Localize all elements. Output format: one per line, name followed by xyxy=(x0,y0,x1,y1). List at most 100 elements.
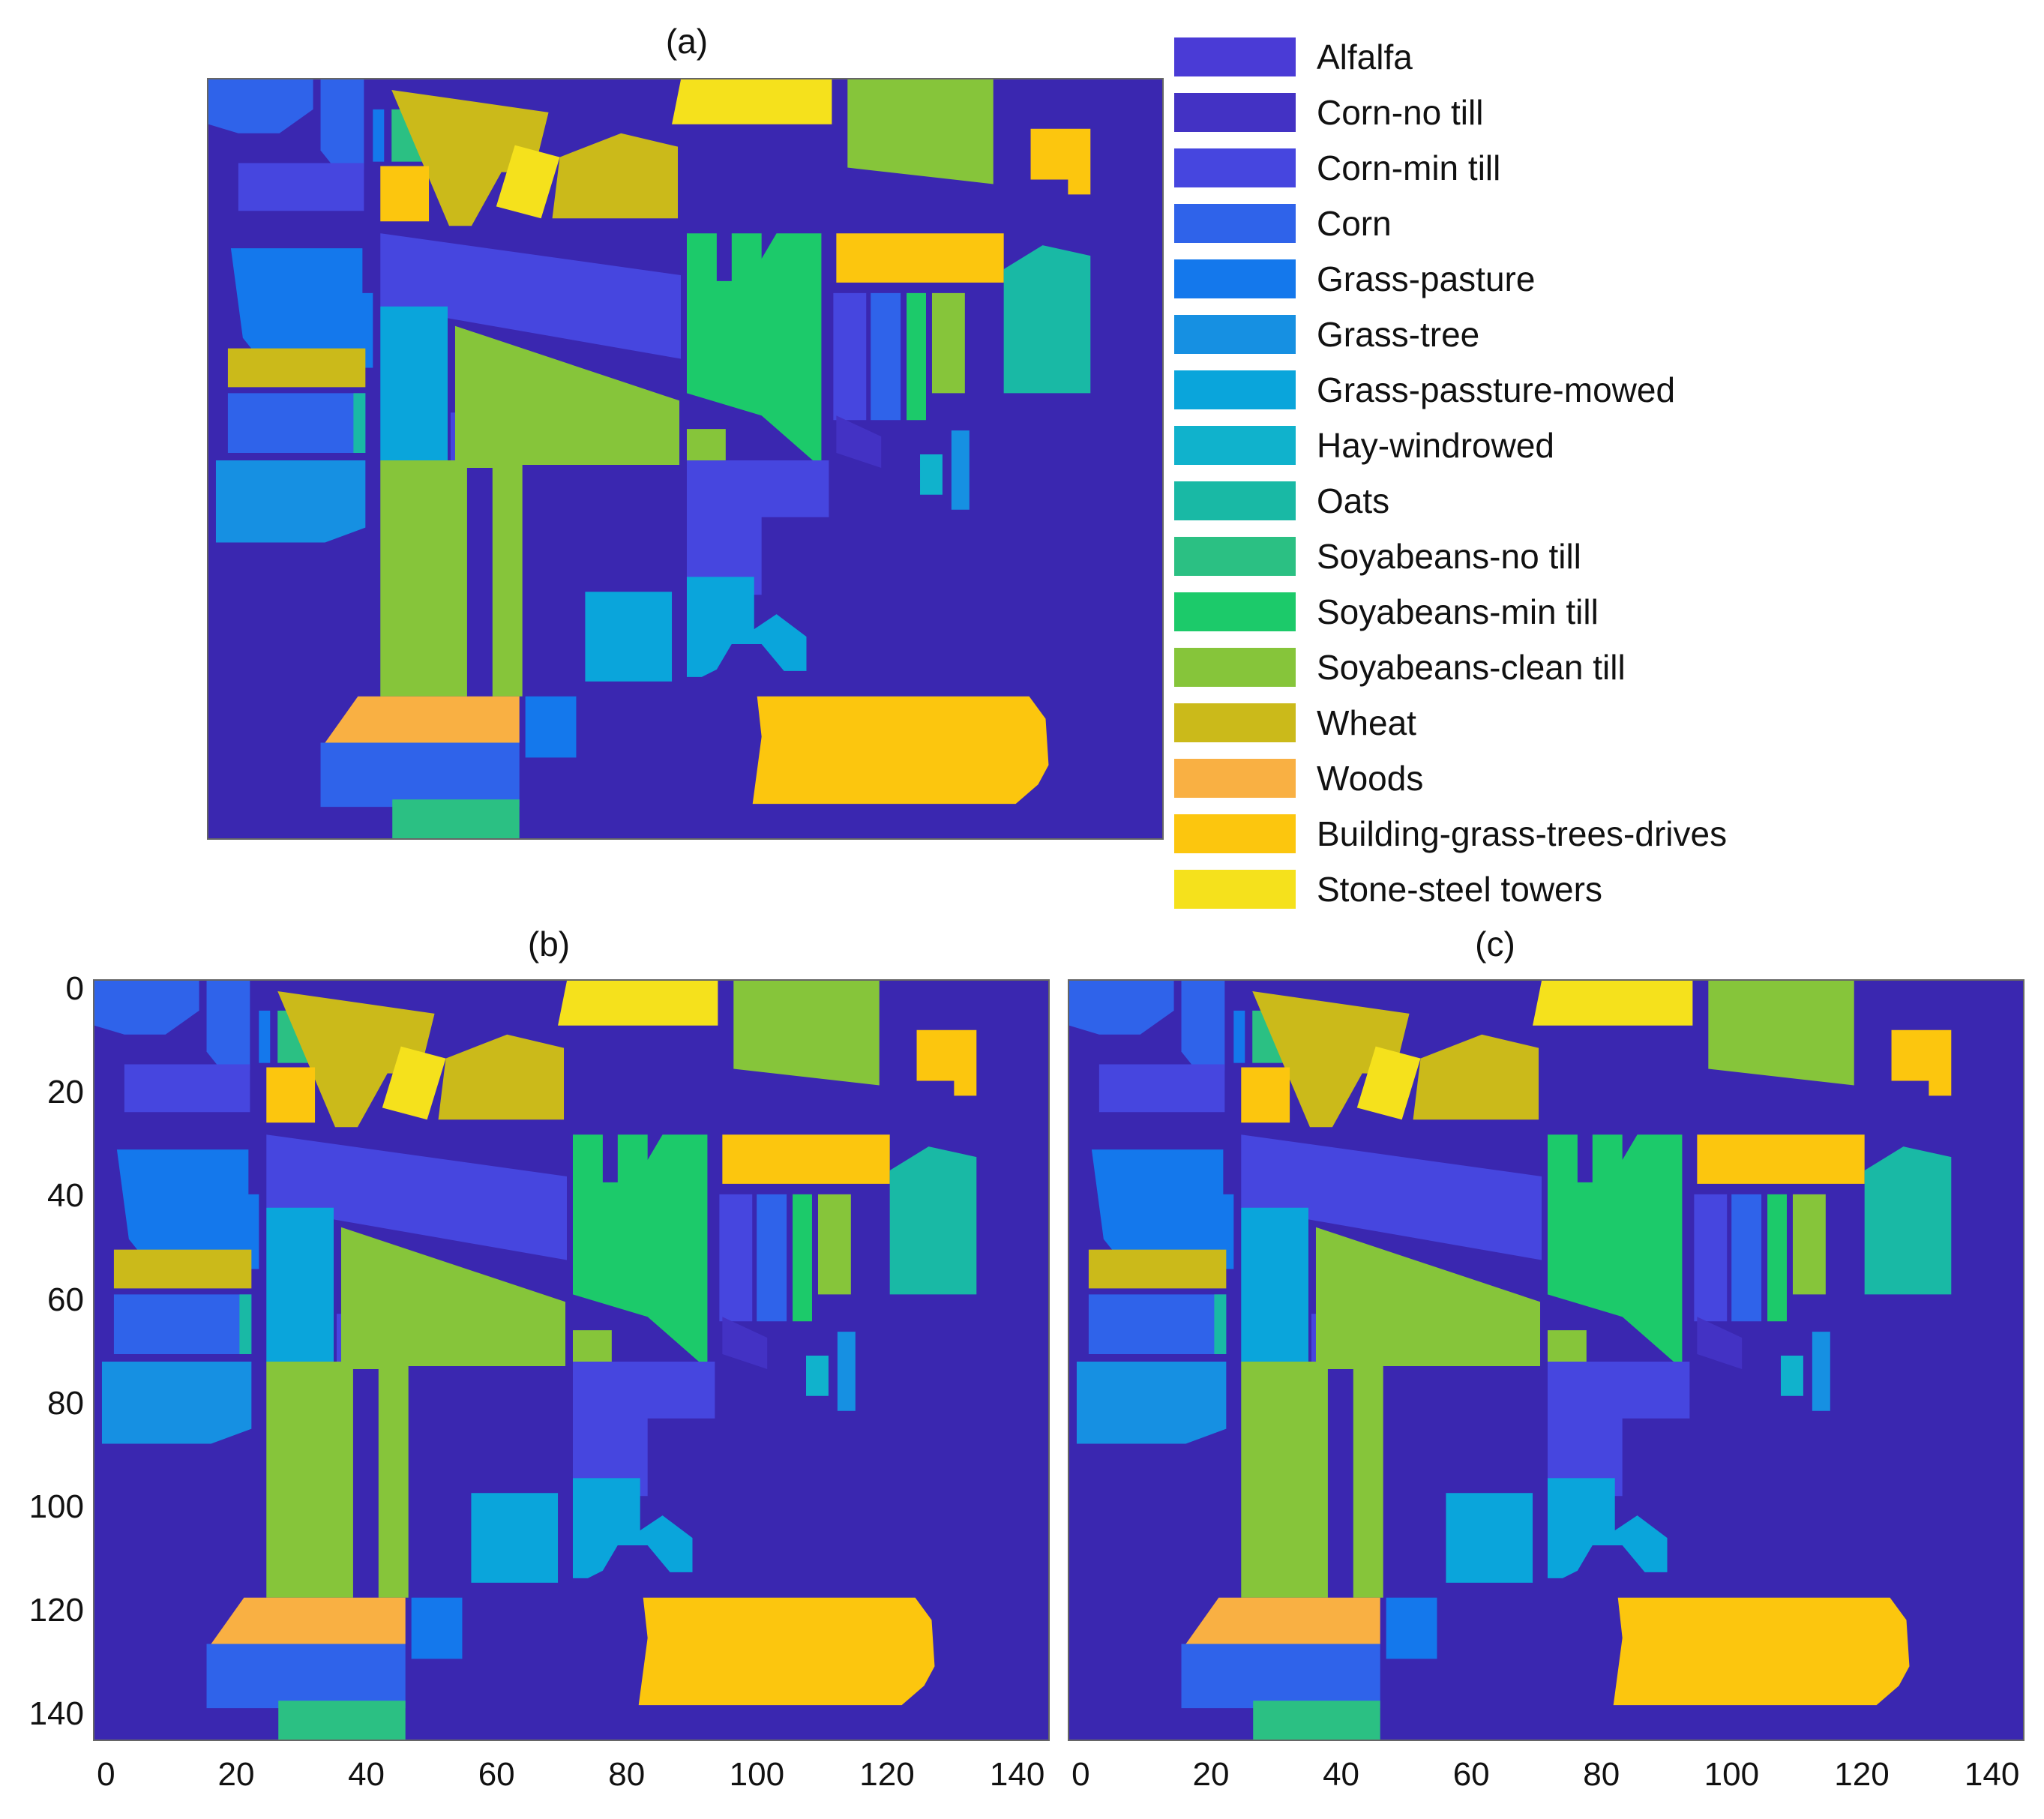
field-region xyxy=(215,460,366,543)
field-region xyxy=(1003,245,1091,394)
field-region xyxy=(1812,1332,1830,1411)
field-region xyxy=(889,1146,977,1295)
field-region xyxy=(722,1134,890,1184)
field-region xyxy=(266,1067,316,1123)
field-region xyxy=(1091,1149,1234,1269)
field-region xyxy=(572,1478,693,1578)
field-region xyxy=(733,981,880,1086)
field-region xyxy=(847,79,994,184)
classification-map-c xyxy=(1069,981,2023,1740)
x-tick-label: 0 xyxy=(97,1756,115,1793)
x-tick-label: 40 xyxy=(348,1756,385,1793)
field-region xyxy=(572,1330,612,1362)
legend-swatch xyxy=(1174,870,1296,909)
field-region xyxy=(833,292,867,421)
legend-label: Grass-passture-mowed xyxy=(1317,370,1676,409)
field-region xyxy=(1088,1249,1227,1289)
field-region xyxy=(1547,1361,1690,1497)
field-region xyxy=(752,696,1049,805)
field-region xyxy=(558,981,718,1026)
legend-swatch xyxy=(1174,370,1296,409)
field-region xyxy=(1547,1330,1587,1362)
legend-swatch xyxy=(1174,37,1296,76)
field-region xyxy=(719,1194,753,1322)
legend-label: Alfalfa xyxy=(1317,37,1413,76)
x-tick-label: 140 xyxy=(989,1756,1045,1793)
legend-label: Corn-min till xyxy=(1317,148,1501,187)
y-tick-label: 100 xyxy=(28,1488,84,1525)
field-region xyxy=(208,79,313,133)
field-region xyxy=(1792,1194,1826,1295)
field-region xyxy=(1767,1194,1787,1322)
field-region xyxy=(1241,1227,1541,1598)
x-tick-label: 20 xyxy=(1192,1756,1230,1793)
field-region xyxy=(239,1294,252,1355)
field-region xyxy=(1069,981,1174,1035)
field-region xyxy=(380,166,430,222)
y-tick-label: 140 xyxy=(28,1695,84,1733)
field-region xyxy=(238,163,364,211)
field-region xyxy=(686,460,829,595)
field-region xyxy=(411,1597,463,1659)
field-region xyxy=(94,981,199,1035)
y-tick-label: 40 xyxy=(47,1177,84,1215)
field-region xyxy=(1533,981,1693,1026)
legend-label: Building-grass-trees-drives xyxy=(1317,814,1728,853)
legend-swatch xyxy=(1174,259,1296,298)
x-tick-label: 100 xyxy=(1704,1756,1760,1793)
field-region xyxy=(259,1010,271,1063)
field-region xyxy=(496,145,560,219)
field-region xyxy=(211,1597,406,1644)
field-region xyxy=(638,1597,935,1706)
field-region xyxy=(380,325,680,697)
field-region xyxy=(907,292,926,421)
panel-c-title: (c) xyxy=(1475,924,1515,963)
field-region xyxy=(1731,1194,1762,1322)
panel-a-map xyxy=(207,78,1164,840)
field-region xyxy=(1253,1701,1380,1740)
field-region xyxy=(1781,1356,1803,1396)
legend-swatch xyxy=(1174,204,1296,243)
x-tick-label: 120 xyxy=(1834,1756,1890,1793)
field-region xyxy=(1241,1134,1542,1260)
legend-label: Wheat xyxy=(1317,703,1416,742)
field-region xyxy=(572,1134,708,1369)
field-region xyxy=(1181,1644,1380,1709)
classification-map-b xyxy=(94,981,1048,1740)
field-region xyxy=(757,1194,787,1322)
field-region xyxy=(672,79,832,124)
field-region xyxy=(1214,1294,1227,1355)
field-region xyxy=(793,1194,812,1322)
field-region xyxy=(1181,981,1225,1071)
x-tick-label: 140 xyxy=(1964,1756,2020,1793)
legend-label: Hay-windrowed xyxy=(1317,426,1555,465)
field-region xyxy=(951,430,970,510)
x-tick-label: 0 xyxy=(1071,1756,1090,1793)
field-region xyxy=(836,233,1004,283)
field-region xyxy=(1446,1493,1533,1583)
field-region xyxy=(1547,1134,1683,1369)
field-region xyxy=(1697,1317,1743,1369)
field-region xyxy=(585,592,673,682)
x-tick-label: 100 xyxy=(729,1756,785,1793)
legend-label: Grass-pasture xyxy=(1317,259,1536,298)
field-region xyxy=(438,1034,565,1120)
field-region xyxy=(817,1194,851,1295)
field-region xyxy=(1241,1207,1308,1362)
field-region xyxy=(373,109,385,162)
y-tick-label: 20 xyxy=(47,1074,84,1111)
field-region xyxy=(920,454,943,495)
legend-label: Stone-steel towers xyxy=(1317,870,1602,909)
field-region xyxy=(1413,1034,1539,1120)
legend-swatch xyxy=(1174,759,1296,798)
legend-swatch xyxy=(1174,814,1296,853)
field-region xyxy=(266,1207,334,1362)
field-region xyxy=(1697,1134,1865,1184)
field-region xyxy=(1386,1597,1437,1659)
field-region xyxy=(206,981,250,1071)
panel-a-title: (a) xyxy=(665,22,709,61)
field-region xyxy=(278,1701,406,1740)
field-region xyxy=(916,1029,977,1096)
x-tick-label: 60 xyxy=(478,1756,515,1793)
x-tick-label: 80 xyxy=(608,1756,646,1793)
